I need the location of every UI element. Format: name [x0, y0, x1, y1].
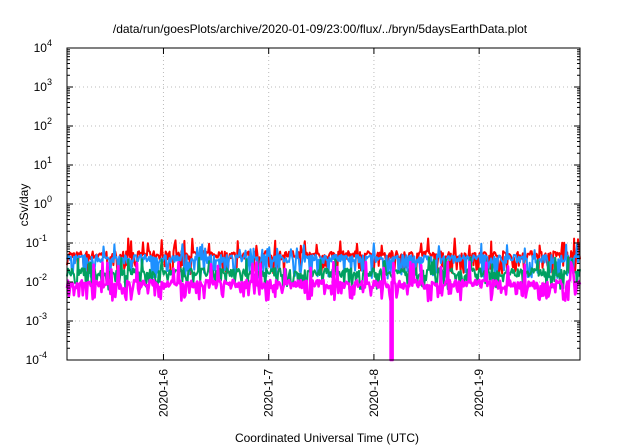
y-tick-label: 10-2: [26, 272, 47, 289]
data-series: [65, 237, 582, 362]
series-line-4: [65, 260, 582, 362]
x-axis-label: Coordinated Universal Time (UTC): [235, 431, 419, 445]
y-tick-label: 102: [34, 116, 52, 133]
y-axis-ticks: 10-4 10-3 10-2 10-1 100 101 102 103 104: [26, 38, 580, 367]
chart-title: /data/run/goesPlots/archive/2020-01-09/2…: [112, 22, 528, 36]
x-tick-label: 2020-1-6: [156, 369, 170, 417]
grid-lines: [67, 48, 580, 360]
x-tick-label: 2020-1-7: [262, 369, 276, 417]
y-tick-label: 103: [34, 77, 52, 94]
y-tick-label: 101: [34, 155, 52, 172]
y-tick-label: 10-3: [26, 311, 47, 328]
x-tick-label: 2020-1-9: [472, 369, 486, 417]
y-tick-label: 100: [34, 194, 52, 211]
y-tick-label: 104: [34, 38, 52, 55]
y-tick-label: 10-1: [26, 233, 47, 250]
series-line-2: [66, 242, 581, 280]
x-tick-label: 2020-1-8: [367, 369, 381, 417]
series-line-3: [66, 256, 581, 291]
x-axis-ticks: 2020-1-6 2020-1-7 2020-1-8 2020-1-9: [156, 48, 486, 417]
y-axis-label: cSv/day: [17, 184, 31, 227]
series-line-1: [66, 237, 581, 275]
y-tick-label: 10-4: [26, 350, 47, 367]
